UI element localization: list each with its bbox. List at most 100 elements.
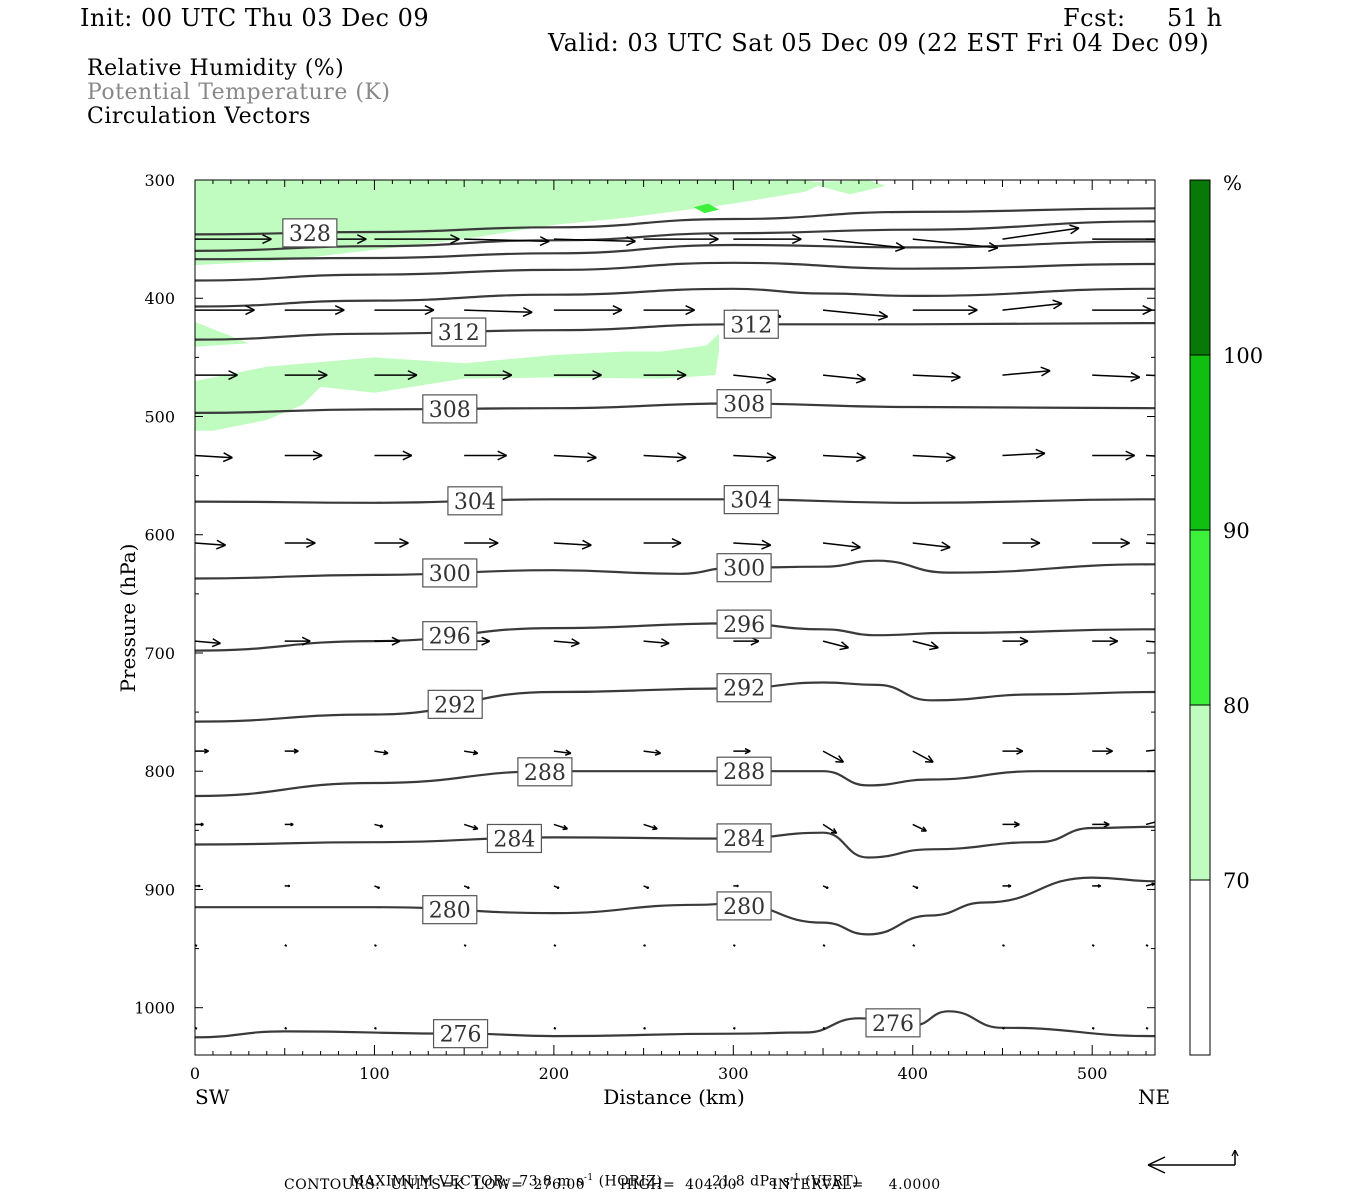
isentrope-label-box: [716, 823, 772, 853]
vector-shaft: [553, 944, 557, 947]
isentrope-line: [195, 559, 1155, 580]
vector-head: [744, 750, 751, 755]
vector-head: [1069, 224, 1080, 229]
isentrope-line: [195, 498, 1155, 504]
vector-head: [685, 309, 695, 316]
circulation-vector: [284, 1026, 288, 1030]
vector-layer: [195, 224, 1189, 1030]
vector-shaft: [553, 454, 597, 459]
isentrope-label-box: [447, 486, 503, 516]
vector-shaft: [553, 542, 592, 546]
vector-head: [1130, 371, 1141, 378]
vector-shaft: [822, 640, 849, 649]
vector-head: [1019, 636, 1029, 642]
x-tick-label: 400: [897, 1064, 928, 1083]
vector-head: [968, 309, 978, 316]
colorbar-level-label: 90: [1223, 519, 1250, 543]
vector-head: [1151, 883, 1155, 887]
isentrope-label-text: 296: [723, 613, 765, 638]
vector-head: [676, 452, 687, 459]
isentrope-label: 288: [716, 756, 772, 786]
vector-shaft: [464, 750, 478, 755]
vector-head: [592, 370, 602, 376]
vector-head: [946, 452, 956, 459]
circulation-vector: [464, 450, 507, 461]
vector-shaft: [912, 640, 939, 649]
vector-shaft: [1091, 944, 1095, 947]
vector-head: [736, 885, 739, 888]
vector-head: [1105, 747, 1113, 752]
circulation-vector: [822, 309, 889, 321]
x-axis-title: Distance (km): [603, 1085, 745, 1109]
circulation-vector: [553, 539, 592, 550]
isentrope-label: 284: [716, 823, 772, 853]
vector-shaft: [822, 542, 861, 549]
isentrope-label-text: 308: [723, 393, 765, 418]
circulation-vector: [373, 944, 377, 947]
vector-head: [301, 636, 311, 642]
circulation-vector: [464, 236, 550, 247]
circulation-vector: [822, 750, 845, 763]
circulation-vector: [374, 537, 409, 549]
vector-shaft: [1145, 542, 1155, 545]
vector-shaft: [912, 238, 998, 249]
vector-head: [894, 247, 905, 252]
vector-shaft: [195, 454, 233, 459]
vector-shaft: [733, 454, 776, 459]
isentrope-line: [195, 287, 1155, 308]
vector-head: [660, 642, 670, 648]
vector-head: [407, 374, 418, 381]
vector-shaft: [195, 542, 226, 546]
isentrope-label-box: [432, 1019, 489, 1049]
vector-head: [841, 641, 850, 649]
colorbar-segment: [1190, 530, 1210, 705]
vector-shaft: [733, 542, 771, 546]
isentrope-label-text: 312: [438, 321, 480, 346]
isentrope-line: [195, 220, 1155, 252]
circulation-vector: [553, 823, 568, 831]
horizontal-unit-exponent: -1: [583, 1173, 594, 1183]
vector-shaft: [553, 750, 571, 755]
vector-shaft: [1092, 374, 1140, 379]
circulation-vector: [1002, 366, 1051, 377]
vector-head: [766, 378, 777, 384]
humidity-region-70: [195, 321, 249, 347]
max-vector-note: MAXIMUM VECTOR: 73.8 m s-1 (HORIZ) 21.8 …: [340, 1157, 859, 1190]
vector-shaft: [643, 1026, 647, 1030]
vector-head: [877, 315, 888, 321]
vector-head: [592, 374, 602, 381]
vector-head: [766, 452, 777, 459]
max-horizontal-value: 73.8 m s: [519, 1173, 584, 1190]
vector-head: [1105, 750, 1113, 755]
vector-shaft: [1091, 1026, 1095, 1030]
y-tick-label: 800: [144, 762, 175, 781]
vector-head: [1120, 542, 1130, 549]
vector-shaft: [373, 944, 377, 947]
vector-head: [1052, 299, 1063, 305]
vector-head: [1019, 640, 1029, 646]
circulation-vector: [195, 822, 204, 827]
circulation-vector: [553, 370, 602, 381]
circulation-vector: [284, 537, 316, 549]
isentrope-label: 312: [431, 317, 487, 347]
circulation-vector: [1002, 299, 1063, 311]
vector-head: [1180, 453, 1189, 458]
vector-head: [1013, 821, 1020, 826]
vector-shaft: [1002, 1026, 1005, 1030]
vector-head: [1125, 450, 1136, 457]
colorbar-level-label: 70: [1223, 869, 1250, 893]
circulation-vector: [284, 450, 323, 461]
isentrope-label: 292: [716, 673, 772, 703]
vector-shaft: [912, 750, 934, 763]
colorbar-frame: [1189, 179, 1211, 1056]
isentrope-label: 296: [716, 609, 772, 639]
circulation-vector: [822, 238, 906, 252]
isentrope-label-box: [716, 673, 772, 703]
y-tick-label: 300: [144, 171, 175, 190]
circulation-vector: [553, 305, 623, 316]
vector-shaft: [1002, 302, 1063, 311]
x-tick-label: 300: [718, 1064, 749, 1083]
vector-shaft: [912, 454, 956, 459]
reference-vector-icon: [1147, 1149, 1239, 1174]
vector-head: [450, 238, 460, 245]
